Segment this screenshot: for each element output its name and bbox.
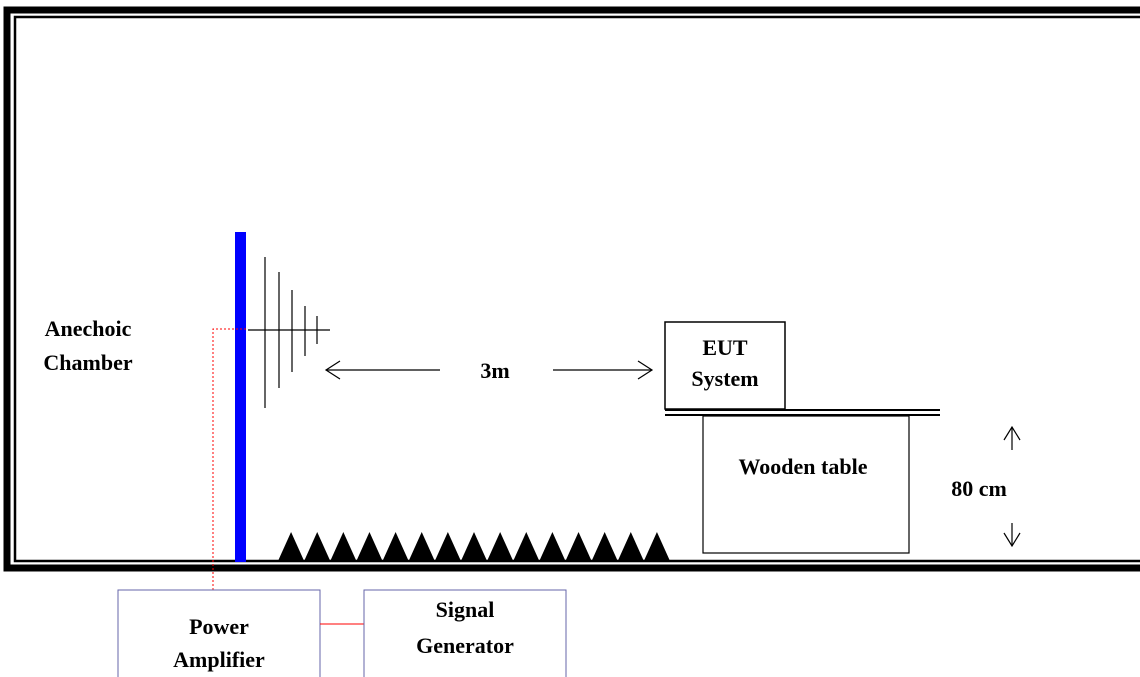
absorber-floor [278, 532, 670, 561]
chamber-label-line1: Anechoic [45, 316, 132, 341]
absorber-cone [565, 532, 592, 561]
absorber-cone [617, 532, 644, 561]
absorber-cone [487, 532, 514, 561]
absorber-cone [591, 532, 618, 561]
distance-arrow [324, 360, 654, 380]
height-label: 80 cm [951, 476, 1007, 501]
generator-label-line1: Signal [436, 597, 495, 622]
chamber-label-line2: Chamber [43, 350, 132, 375]
eut-label-line2: System [691, 366, 758, 391]
distance-arrowhead-right [637, 360, 654, 380]
distance-label: 3m [480, 358, 509, 383]
signal-generator-box [363, 589, 567, 677]
absorber-cone [434, 532, 461, 561]
absorber-cone [330, 532, 357, 561]
absorber-cone [382, 532, 409, 561]
absorber-cone [304, 532, 331, 561]
antenna-cable [212, 328, 246, 590]
absorber-cone [278, 532, 305, 561]
absorber-cone [408, 532, 435, 561]
wooden-table [702, 415, 910, 554]
amplifier-label-line1: Power [189, 614, 249, 639]
log-periodic-antenna [248, 257, 330, 408]
generator-label-line2: Generator [416, 633, 514, 658]
eut-label-line1: EUT [702, 335, 748, 360]
absorber-cone [460, 532, 488, 561]
absorber-cone [356, 532, 383, 561]
table-label: Wooden table [739, 454, 868, 479]
table-top [665, 409, 940, 416]
absorber-cone [539, 532, 566, 561]
eut-system-box [664, 321, 786, 410]
height-indicator [1003, 425, 1021, 548]
height-arrowhead-down [1003, 532, 1021, 548]
chamber-outer-wall [3, 6, 1140, 572]
power-amplifier-box [117, 589, 321, 677]
absorber-cone [643, 532, 670, 561]
antenna-mast [235, 232, 246, 562]
amplifier-label-line2: Amplifier [173, 647, 265, 672]
distance-arrowhead-left [324, 360, 341, 380]
height-arrowhead-up [1003, 425, 1021, 441]
absorber-cone [513, 532, 540, 561]
